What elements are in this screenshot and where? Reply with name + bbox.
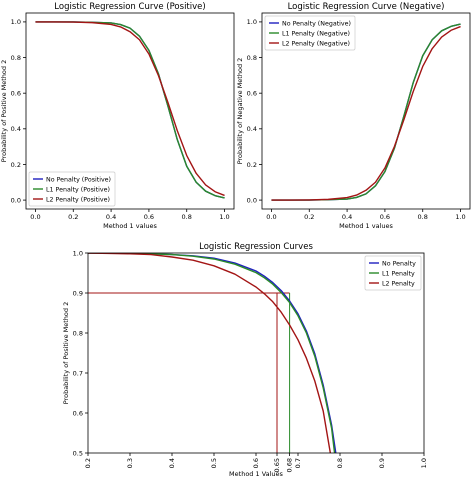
series-group [88, 253, 337, 453]
series-line-l1-penalty [88, 253, 336, 453]
legend-box [28, 171, 116, 207]
series-line-no-penalty-positive [35, 21, 225, 199]
chart-3: Logistic Regression Curves 0.2 0.3 0.4 0.5 0.… [62, 242, 428, 478]
x-tick-label: 0.5 [210, 458, 218, 468]
series-line-l2-penalty [88, 253, 332, 453]
legend-label: L1 Penalty [382, 270, 415, 277]
y-tick-label: 0.8 [247, 54, 257, 62]
x-axis-label: Method 1 values [339, 222, 393, 230]
legend: No Penalty L1 Penalty L2 Penalty [364, 255, 422, 291]
legend: No Penalty (Positive) L1 Penalty (Positiv… [28, 171, 116, 207]
series-line-l1-penalty-positive [35, 21, 225, 199]
x-tick-label: 0.4 [168, 458, 176, 468]
y-tick-label: 0.0 [11, 196, 21, 204]
y-tick-label: 1.0 [11, 18, 21, 26]
legend-label: No Penalty (Positive) [46, 176, 111, 183]
series-line-no-penalty [88, 253, 337, 453]
y-tick-label: 0.2 [247, 161, 257, 169]
series-line-l2-penalty-negative [271, 25, 461, 201]
y-tick-label: 1.0 [247, 18, 257, 26]
x-tick-label: 0.68 [286, 458, 294, 472]
legend-box [264, 15, 356, 51]
legend-box [364, 255, 422, 291]
plot-frame [261, 12, 471, 210]
x-axis-label: Method 1 values [103, 222, 157, 230]
legend-label: No Penalty [382, 260, 416, 267]
x-tick-label: 0.8 [182, 213, 192, 221]
x-tick-label: 0.7 [294, 458, 302, 468]
x-axis-label: Method 1 Values [229, 470, 283, 478]
legend-label: No Penalty (Negative) [282, 20, 351, 27]
chart-title: Logistic Regression Curve (Negative) [288, 2, 445, 12]
series-line-l2-penalty-positive [35, 21, 225, 197]
x-tick-label: 0.2 [68, 213, 78, 221]
y-tick-label: 0.0 [247, 196, 257, 204]
x-tick-label: 0.6 [380, 213, 390, 221]
series-group [271, 23, 461, 201]
y-axis-label: Probability of Positive Method 2 [62, 302, 70, 404]
y-tick-label: 0.8 [73, 329, 83, 337]
x-tick-label: 1.0 [455, 213, 465, 221]
y-tick-label: 0.5 [73, 449, 83, 457]
legend-label: L2 Penalty (Positive) [46, 196, 110, 203]
x-tick-label: 1.0 [420, 458, 428, 468]
x-tick-label: 0.6 [252, 458, 260, 468]
series-line-l1-penalty-negative [271, 23, 461, 201]
y-tick-label: 0.6 [247, 89, 257, 97]
y-tick-label: 0.8 [11, 54, 21, 62]
chart-title: Logistic Regression Curves [199, 242, 313, 252]
series-group [35, 21, 225, 199]
chart-title: Logistic Regression Curve (Positive) [54, 2, 205, 12]
x-tick-label: 0.6 [144, 213, 154, 221]
x-tick-label: 0.3 [126, 458, 134, 468]
y-tick-label: 0.6 [73, 409, 83, 417]
chart-2: Logistic Regression Curve (Negative) 0.0 0… [236, 2, 471, 230]
x-tick-label: 0.65 [273, 458, 281, 472]
y-tick-label: 1.0 [73, 249, 83, 257]
x-tick-label: 0.0 [266, 213, 276, 221]
chart-1: Logistic Regression Curve (Positive) 0.0 0… [0, 2, 235, 230]
x-tick-label: 1.0 [219, 213, 229, 221]
y-axis-label: Probability of Negative Method 2 [236, 58, 244, 165]
y-tick-label: 0.4 [247, 125, 257, 133]
legend-label: L2 Penalty [382, 280, 415, 287]
x-tick-label: 0.2 [304, 213, 314, 221]
y-tick-label: 0.4 [11, 125, 21, 133]
y-tick-label: 0.7 [73, 369, 83, 377]
x-tick-label: 0.0 [30, 213, 40, 221]
legend-label: L1 Penalty (Positive) [46, 186, 110, 193]
x-tick-label: 0.9 [378, 458, 386, 468]
y-tick-label: 0.9 [73, 289, 83, 297]
y-axis-label: Probability of Positive Method 2 [0, 60, 8, 162]
x-tick-label: 0.4 [342, 213, 352, 221]
plot-frame [25, 12, 235, 210]
x-tick-label: 0.2 [84, 458, 92, 468]
legend-label: L2 Penalty (Negative) [282, 40, 350, 47]
series-line-no-penalty-negative [271, 23, 461, 201]
x-tick-label: 0.8 [418, 213, 428, 221]
x-tick-label: 0.8 [336, 458, 344, 468]
x-tick-label: 0.4 [106, 213, 116, 221]
legend-label: L1 Penalty (Negative) [282, 30, 350, 37]
y-tick-label: 0.2 [11, 161, 21, 169]
y-tick-label: 0.6 [11, 89, 21, 97]
legend: No Penalty (Negative) L1 Penalty (Negativ… [264, 15, 356, 51]
